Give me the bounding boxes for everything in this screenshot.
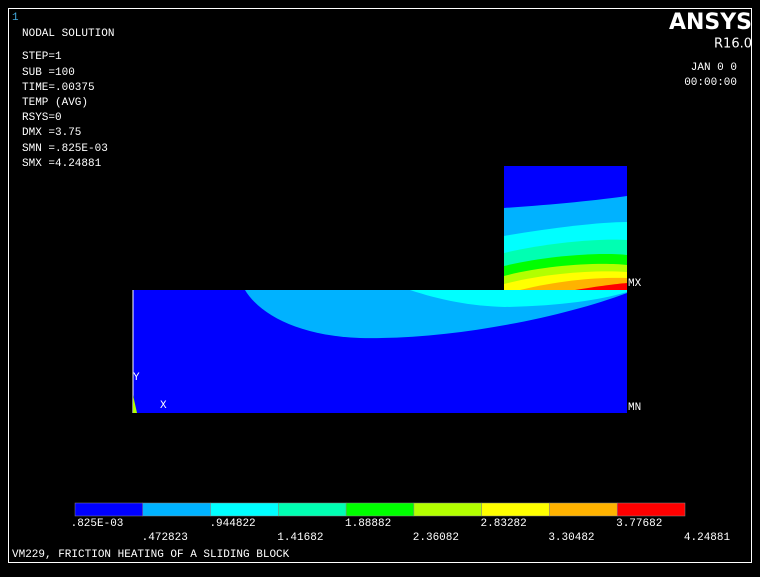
legend-swatch — [278, 502, 347, 517]
legend-swatch — [616, 502, 686, 517]
legend-swatch — [481, 502, 550, 517]
version: R16.0 — [714, 37, 752, 52]
legend-label: .944822 — [209, 518, 255, 530]
region — [133, 395, 137, 413]
date: JAN 0 0 — [691, 62, 737, 74]
legend: .825E-03 .472823 .944822 1.41682 1.88882 2.36… — [71, 502, 731, 544]
legend-label: 1.88882 — [345, 518, 391, 530]
info-line: TEMP (AVG) — [22, 97, 88, 109]
legend-swatch — [210, 502, 279, 517]
region — [410, 290, 627, 307]
legend-swatch — [74, 502, 144, 517]
window-number: 1 — [12, 12, 19, 24]
info-line: STEP=1 — [22, 51, 62, 63]
info-line: TIME=.00375 — [22, 82, 95, 94]
time: 00:00:00 — [684, 77, 737, 89]
footer-title: VM229, FRICTION HEATING OF A SLIDING BLO… — [12, 549, 290, 561]
info-line: NODAL SOLUTION — [22, 28, 114, 40]
lower-block — [132, 290, 627, 413]
brand: ANSYS — [669, 10, 752, 35]
legend-label: .472823 — [142, 532, 188, 544]
info-block: NODAL SOLUTION STEP=1 SUB =100 TIME=.00375 T… — [22, 28, 114, 170]
legend-swatch — [142, 502, 211, 517]
info-line: RSYS=0 — [22, 112, 62, 124]
region — [575, 283, 627, 290]
axis-x: X — [160, 400, 167, 412]
upper-block — [504, 166, 627, 290]
legend-label: 3.77682 — [616, 518, 662, 530]
info-line: SMX =4.24881 — [22, 158, 102, 170]
legend-swatch — [345, 502, 415, 517]
legend-swatch — [549, 502, 618, 517]
min-marker: MN — [628, 402, 641, 414]
info-line: DMX =3.75 — [22, 127, 81, 139]
viewport-border — [8, 8, 752, 563]
legend-swatch — [413, 502, 482, 517]
info-line: SMN =.825E-03 — [22, 143, 108, 155]
legend-label: 3.30482 — [548, 532, 594, 544]
axis-y: Y — [133, 372, 140, 384]
info-line: SUB =100 — [22, 67, 75, 79]
max-marker: MX — [628, 278, 642, 290]
legend-label: 2.83282 — [481, 518, 527, 530]
legend-label: 4.24881 — [684, 532, 731, 544]
legend-label: 2.36082 — [413, 532, 459, 544]
legend-label: 1.41682 — [277, 532, 323, 544]
legend-label: .825E-03 — [71, 518, 124, 530]
